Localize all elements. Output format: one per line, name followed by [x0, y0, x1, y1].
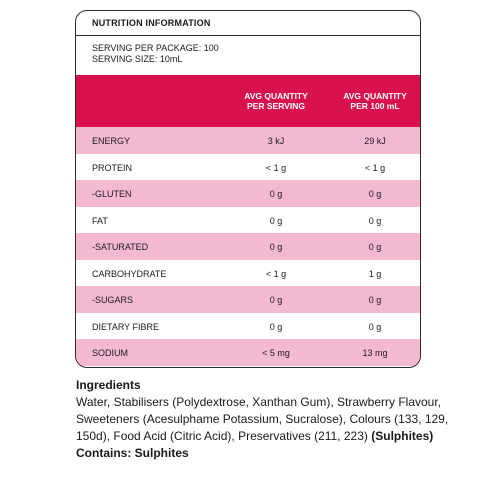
- serving-size: SERVING SIZE: 10mL: [92, 54, 183, 64]
- header-per-100ml: AVG QUANTITY PER 100 mL: [328, 91, 420, 111]
- table-row: CARBOHYDRATE < 1 g 1 g: [76, 259, 420, 286]
- row-per-serving: 3 kJ: [267, 136, 285, 146]
- row-per-100ml: 0 g: [368, 242, 382, 252]
- table-row: DIETARY FIBRE 0 g 0 g: [76, 312, 420, 339]
- header-per-serving-line2: PER SERVING: [247, 101, 305, 111]
- contains-statement: Contains: Sulphites: [76, 446, 189, 460]
- row-per-100ml: 0 g: [368, 189, 382, 199]
- row-per-serving: 0 g: [269, 215, 283, 226]
- sulphites-label: (Sulphites): [371, 429, 434, 443]
- panel-title: NUTRITION INFORMATION: [76, 11, 420, 36]
- ingredients-text: Water, Stabilisers (Polydextrose, Xantha…: [76, 394, 456, 445]
- row-name: ENERGY: [92, 136, 131, 146]
- nutrition-rows: ENERGY 3 kJ 29 kJ PROTEIN < 1 g < 1 g -G…: [76, 127, 420, 366]
- table-row: -SATURATED 0 g 0 g: [76, 233, 420, 260]
- serving-per-package: SERVING PER PACKAGE: 100: [92, 43, 219, 53]
- ingredients-section: Ingredients Water, Stabilisers (Polydext…: [76, 377, 456, 462]
- nutrition-panel: NUTRITION INFORMATION SERVING PER PACKAG…: [75, 10, 421, 368]
- header-per-100ml-line2: PER 100 mL: [350, 101, 400, 111]
- row-name: -SATURATED: [92, 242, 149, 252]
- ingredients-list: Water, Stabilisers (Polydextrose, Xantha…: [76, 395, 449, 443]
- row-per-serving: < 1 g: [265, 162, 287, 173]
- row-per-serving: 0 g: [269, 189, 283, 199]
- row-per-100ml: 13 mg: [362, 348, 388, 358]
- row-per-serving: 0 g: [269, 295, 283, 305]
- header-per-100ml-line1: AVG QUANTITY: [343, 91, 407, 101]
- row-name: -GLUTEN: [92, 189, 132, 199]
- row-name: CARBOHYDRATE: [92, 268, 167, 279]
- table-header: AVG QUANTITY PER SERVING AVG QUANTITY PE…: [76, 75, 420, 127]
- row-per-100ml: 0 g: [368, 215, 382, 226]
- row-per-serving: 0 g: [269, 321, 283, 332]
- row-name: SODIUM: [92, 348, 128, 358]
- table-row: FAT 0 g 0 g: [76, 206, 420, 233]
- row-name: -SUGARS: [92, 295, 134, 305]
- row-name: DIETARY FIBRE: [92, 321, 160, 332]
- header-per-serving: AVG QUANTITY PER SERVING: [226, 91, 326, 111]
- header-per-serving-line1: AVG QUANTITY: [244, 91, 308, 101]
- row-per-serving: < 1 g: [265, 268, 287, 279]
- row-per-100ml: 0 g: [368, 295, 382, 305]
- row-per-serving: < 5 mg: [262, 348, 290, 358]
- row-per-100ml: 0 g: [368, 321, 382, 332]
- table-row: PROTEIN < 1 g < 1 g: [76, 153, 420, 180]
- row-per-serving: 0 g: [269, 242, 283, 252]
- table-row: SODIUM < 5 mg 13 mg: [76, 339, 420, 366]
- serving-info: SERVING PER PACKAGE: 100 SERVING SIZE: 1…: [76, 36, 420, 75]
- table-row: -GLUTEN 0 g 0 g: [76, 180, 420, 207]
- table-row: -SUGARS 0 g 0 g: [76, 286, 420, 313]
- table-row: ENERGY 3 kJ 29 kJ: [76, 127, 420, 154]
- row-per-100ml: 1 g: [368, 268, 382, 279]
- row-per-100ml: < 1 g: [364, 162, 386, 173]
- row-name: FAT: [92, 215, 108, 226]
- ingredients-title: Ingredients: [76, 378, 141, 392]
- row-per-100ml: 29 kJ: [364, 136, 386, 146]
- row-name: PROTEIN: [92, 162, 133, 173]
